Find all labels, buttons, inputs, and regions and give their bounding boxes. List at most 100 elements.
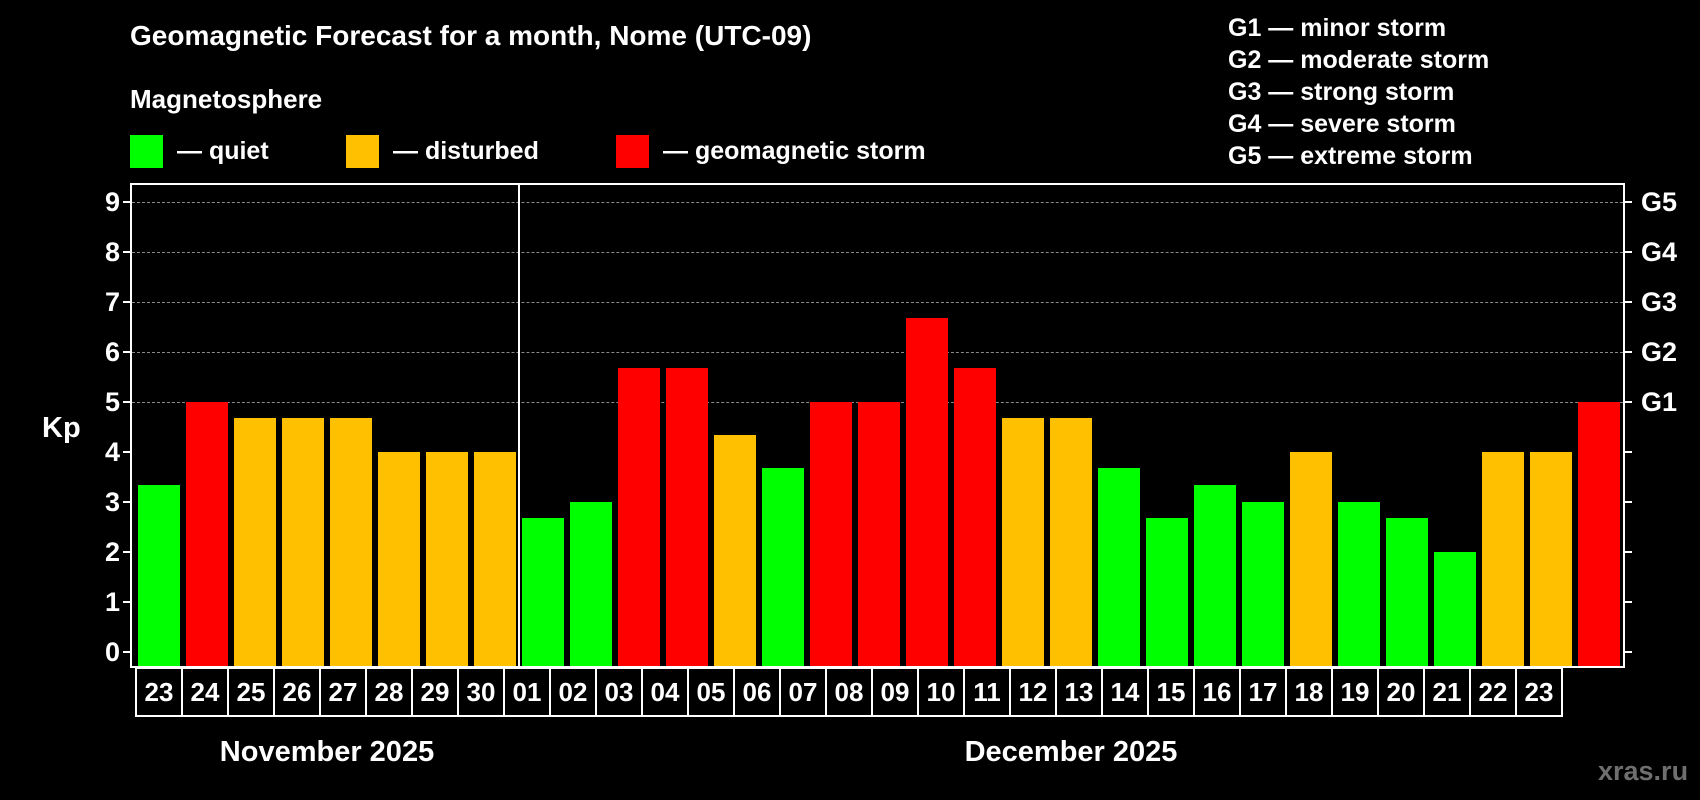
kp-bar: [1242, 502, 1284, 666]
y-axis-label: Kp: [42, 412, 81, 444]
y-tick: [123, 501, 132, 503]
y-tick-label: 5: [104, 387, 120, 417]
kp-bar: [378, 452, 420, 666]
kp-bar: [954, 368, 996, 666]
kp-bar: [666, 368, 708, 666]
day-label: 23: [1515, 667, 1563, 717]
storm-level-label: G4: [1641, 237, 1678, 267]
legend-item-quiet: — quiet: [130, 134, 269, 168]
legend-label: — quiet: [177, 136, 269, 165]
kp-bar: [426, 452, 468, 666]
kp-bar: [474, 452, 516, 666]
day-label: 06: [733, 667, 781, 717]
y-tick: [123, 201, 132, 203]
kp-bar: [1482, 452, 1524, 666]
kp-bar: [618, 368, 660, 666]
day-label: 26: [273, 667, 321, 717]
month-label-november: November 2025: [219, 736, 435, 768]
plot-area: [130, 183, 1625, 668]
right-tick: [1623, 601, 1632, 603]
storm-scale-g5: G5 — extreme storm: [1228, 142, 1473, 170]
kp-bar: [1434, 552, 1476, 666]
y-tick-label: 0: [104, 637, 120, 667]
kp-bar: [1530, 452, 1572, 666]
day-label: 14: [1101, 667, 1149, 717]
y-tick: [123, 351, 132, 353]
watermark: xras.ru: [1598, 756, 1689, 786]
storm-swatch-icon: [616, 134, 649, 168]
day-label: 23: [135, 667, 183, 717]
day-label: 05: [687, 667, 735, 717]
day-label: 15: [1147, 667, 1195, 717]
kp-bar: [1290, 452, 1332, 666]
kp-bar: [138, 485, 180, 666]
day-label: 17: [1239, 667, 1287, 717]
day-label: 27: [319, 667, 367, 717]
kp-bar: [1386, 518, 1428, 666]
storm-level-label: G3: [1641, 287, 1678, 317]
day-label: 20: [1377, 667, 1425, 717]
kp-bar: [1098, 468, 1140, 666]
storm-level-label: G5: [1641, 187, 1678, 217]
day-label: 25: [227, 667, 275, 717]
y-tick-label: 8: [104, 237, 120, 267]
kp-bar: [1146, 518, 1188, 666]
grid-line: [132, 302, 1623, 303]
kp-bar: [330, 418, 372, 666]
day-label: 29: [411, 667, 459, 717]
day-label: 08: [825, 667, 873, 717]
kp-bar: [1338, 502, 1380, 666]
day-label: 24: [181, 667, 229, 717]
right-tick: [1623, 301, 1632, 303]
kp-bar: [1578, 402, 1620, 666]
day-label: 02: [549, 667, 597, 717]
kp-bar: [762, 468, 804, 666]
storm-scale-g1: G1 — minor storm: [1228, 14, 1447, 42]
y-tick-label: 1: [104, 587, 120, 617]
kp-bar: [714, 435, 756, 666]
chart-title: Geomagnetic Forecast for a month, Nome (…: [130, 20, 812, 51]
grid-line: [132, 352, 1623, 353]
disturbed-swatch-icon: [346, 134, 379, 168]
day-label: 30: [457, 667, 505, 717]
y-tick: [123, 251, 132, 253]
y-tick-label: 9: [104, 187, 120, 217]
storm-scale-g4: G4 — severe storm: [1228, 110, 1456, 138]
month-separator: [518, 183, 520, 668]
storm-level-label: G2: [1641, 337, 1678, 367]
kp-bar: [858, 402, 900, 666]
right-tick: [1623, 201, 1632, 203]
kp-bar: [570, 502, 612, 666]
right-tick: [1623, 501, 1632, 503]
y-tick: [123, 601, 132, 603]
kp-bar: [1194, 485, 1236, 666]
day-label: 18: [1285, 667, 1333, 717]
legend-item-disturbed: — disturbed: [346, 134, 539, 168]
day-label: 04: [641, 667, 689, 717]
kp-bar: [234, 418, 276, 666]
right-tick: [1623, 651, 1632, 653]
right-tick: [1623, 251, 1632, 253]
day-label: 10: [917, 667, 965, 717]
right-tick: [1623, 401, 1632, 403]
legend-heading: Magnetosphere: [130, 84, 323, 114]
grid-line: [132, 202, 1623, 203]
kp-bar: [1050, 418, 1092, 666]
day-label: 01: [503, 667, 551, 717]
storm-scale-g2: G2 — moderate storm: [1228, 46, 1490, 74]
day-label: 07: [779, 667, 827, 717]
kp-bar: [1002, 418, 1044, 666]
legend-label: — disturbed: [393, 136, 539, 165]
kp-bar: [522, 518, 564, 666]
storm-scale-g3: G3 — strong storm: [1228, 78, 1455, 106]
kp-bar: [810, 402, 852, 666]
kp-bar: [282, 418, 324, 666]
y-tick: [123, 551, 132, 553]
day-label: 03: [595, 667, 643, 717]
right-tick: [1623, 451, 1632, 453]
right-tick: [1623, 551, 1632, 553]
month-label-december: December 2025: [964, 736, 1178, 768]
kp-bar: [906, 318, 948, 666]
y-tick: [123, 651, 132, 653]
day-label: 13: [1055, 667, 1103, 717]
